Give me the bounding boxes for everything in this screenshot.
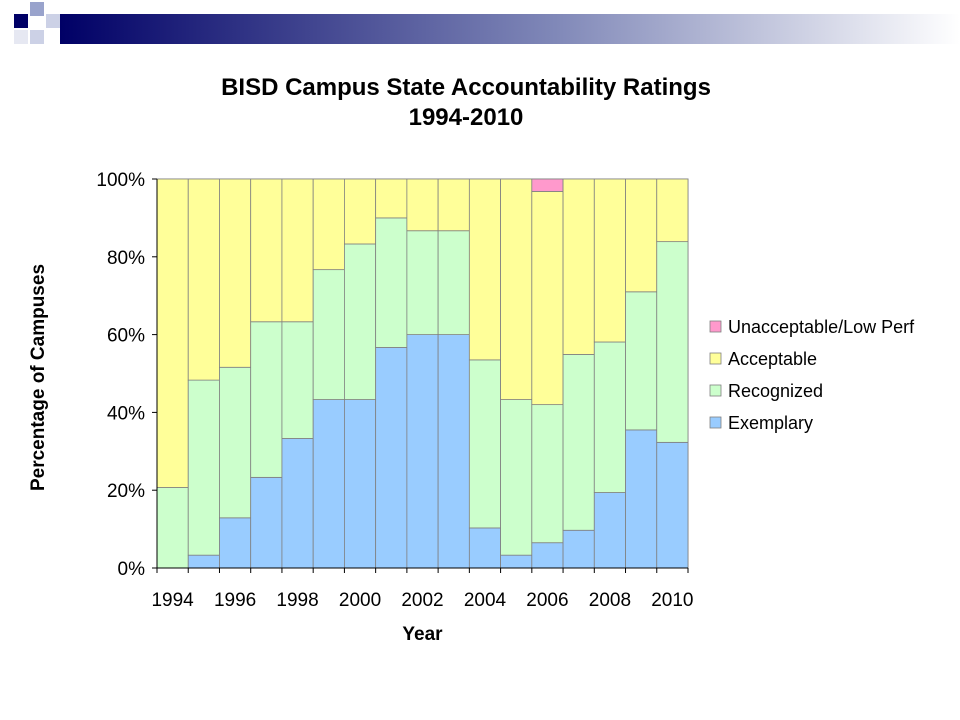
- bar-segment-acceptable-2001: [375, 178, 408, 219]
- bar-segment-recognized-2004: [468, 359, 501, 529]
- y-tick-label: 40%: [107, 403, 145, 424]
- legend-label-acceptable: Acceptable: [728, 349, 817, 369]
- header-square: [14, 14, 28, 28]
- chart-title-line-2: 1994-2010: [408, 104, 524, 131]
- bar-segment-recognized-1996: [219, 366, 252, 519]
- bar-segment-acceptable-1995: [187, 178, 220, 381]
- bar-segment-recognized-2005: [500, 399, 533, 556]
- legend-swatch-acceptable: [709, 352, 722, 365]
- bar-segment-exemplary-2010: [656, 441, 689, 569]
- bar-segment-acceptable-1998: [281, 178, 314, 323]
- bar-segment-acceptable-2004: [468, 178, 501, 361]
- bar-segment-acceptable-1999: [312, 178, 345, 271]
- bar-segment-recognized-1995: [187, 379, 220, 556]
- bar-segment-acceptable-2003: [437, 178, 470, 232]
- bar-segment-exemplary-1998: [281, 438, 314, 569]
- legend-swatch-unacceptable-low-perf: [709, 320, 722, 333]
- chart-title-line-1: BISD Campus State Accountability Ratings: [221, 74, 711, 101]
- x-tick-label-2008: 2008: [589, 590, 631, 611]
- header-square: [30, 2, 44, 16]
- bar-segment-recognized-2002: [406, 230, 439, 335]
- legend-swatch-recognized: [709, 384, 722, 397]
- bar-segment-acceptable-2000: [344, 178, 377, 245]
- y-tick-label: 0%: [118, 559, 146, 580]
- bar-segment-exemplary-2004: [468, 527, 501, 569]
- legend-label-recognized: Recognized: [728, 381, 823, 401]
- bar-segment-acceptable-2008: [593, 178, 626, 343]
- bar-segment-exemplary-2003: [437, 334, 470, 569]
- x-tick-label-1998: 1998: [276, 590, 318, 611]
- y-tick-label: 100%: [96, 170, 145, 191]
- bar-segment-recognized-2006: [531, 404, 564, 544]
- header-square: [14, 30, 28, 44]
- x-tick-label-1994: 1994: [151, 590, 194, 611]
- bar-segment-exemplary-1999: [312, 399, 345, 569]
- bar-segment-exemplary-2008: [593, 492, 626, 569]
- bar-segment-recognized-2008: [593, 341, 626, 493]
- bar-segment-exemplary-1997: [250, 476, 283, 569]
- bar-segment-recognized-1997: [250, 321, 283, 478]
- bar-segment-acceptable-2005: [500, 178, 533, 400]
- bar-segment-acceptable-1996: [219, 178, 252, 368]
- header-square: [46, 14, 60, 28]
- x-tick-label-2010: 2010: [651, 590, 693, 611]
- y-tick-label: 80%: [107, 248, 145, 269]
- y-tick-label: 60%: [107, 326, 145, 347]
- bar-segment-recognized-2009: [625, 291, 658, 431]
- bar-segment-unacceptable-low-perf-2006: [531, 178, 564, 192]
- bar-segment-exemplary-2000: [344, 399, 377, 569]
- x-tick-label-2004: 2004: [464, 590, 507, 611]
- bar-segment-exemplary-1996: [219, 517, 252, 569]
- bar-segment-exemplary-2002: [406, 334, 439, 569]
- slide-header-decoration: [14, 2, 960, 44]
- bar-segment-acceptable-2006: [531, 191, 564, 406]
- x-tick-label-2006: 2006: [526, 590, 568, 611]
- bar-segment-exemplary-2001: [375, 347, 408, 569]
- bar-segment-acceptable-2007: [562, 178, 595, 355]
- x-tick-label-2000: 2000: [339, 590, 381, 611]
- bar-segment-recognized-1998: [281, 321, 314, 439]
- bar-segment-recognized-2010: [656, 241, 689, 443]
- x-axis-title: Year: [402, 624, 443, 645]
- bar-segment-recognized-2000: [344, 243, 377, 400]
- legend-swatch-exemplary: [709, 416, 722, 429]
- bar-segment-exemplary-2009: [625, 429, 658, 569]
- bar-segment-acceptable-1994: [156, 178, 189, 488]
- legend-label-unacceptable-low-perf: Unacceptable/Low Perf: [728, 317, 915, 337]
- bar-segment-recognized-2007: [562, 354, 595, 531]
- header-square: [30, 30, 44, 44]
- bar-segment-exemplary-2006: [531, 542, 564, 569]
- bar-segment-acceptable-2002: [406, 178, 439, 232]
- legend-label-exemplary: Exemplary: [728, 413, 813, 433]
- x-tick-label-1996: 1996: [214, 590, 256, 611]
- x-tick-label-2002: 2002: [401, 590, 443, 611]
- bar-segment-acceptable-2010: [656, 178, 689, 243]
- bar-segment-exemplary-2005: [500, 554, 533, 569]
- bar-segment-recognized-2001: [375, 217, 408, 348]
- y-tick-label: 20%: [107, 481, 145, 502]
- y-axis-title: Percentage of Campuses: [28, 264, 49, 491]
- bar-segment-acceptable-2009: [625, 178, 658, 293]
- bar-segment-recognized-1994: [156, 487, 189, 569]
- bar-segment-exemplary-1995: [187, 554, 220, 569]
- bar-segment-recognized-1999: [312, 269, 345, 400]
- bar-segment-acceptable-1997: [250, 178, 283, 323]
- header-gradient-bar: [60, 14, 960, 44]
- bar-segment-exemplary-2007: [562, 529, 595, 569]
- bar-segment-recognized-2003: [437, 230, 470, 335]
